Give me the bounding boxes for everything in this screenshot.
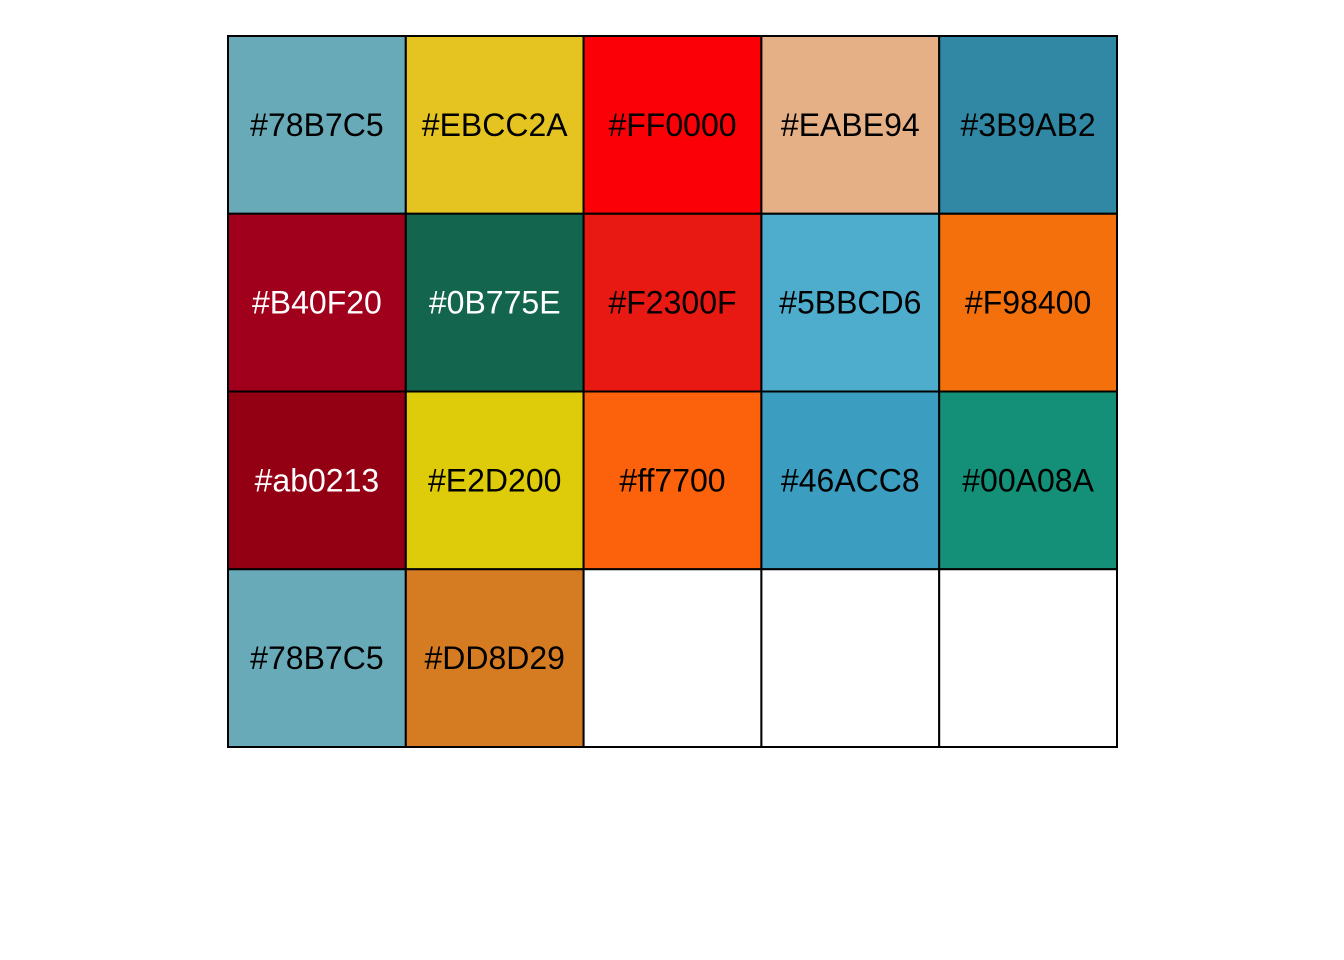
swatch-cell-r4-c3: [582, 568, 763, 748]
swatch-label-r1-c3: #FF0000: [608, 107, 736, 143]
swatch-cell-r1-c3: [582, 35, 763, 215]
swatch-label-r3-c4: #46ACC8: [781, 462, 920, 498]
swatch-label-r3-c1: #ab0213: [255, 462, 380, 498]
swatch-cell-r4-c4: [760, 568, 941, 748]
swatch-cell-r2-c5: [938, 212, 1119, 393]
swatch-label-r1-c2: #EBCC2A: [422, 107, 569, 143]
swatch-label-r2-c4: #5BBCD6: [779, 285, 921, 321]
swatch-cell-r3-c5: [938, 390, 1119, 571]
swatch-cell-r1-c5: [938, 35, 1119, 215]
swatch-cell-r3-c4: [760, 390, 941, 571]
swatch-cell-r1-c4: [760, 35, 941, 215]
swatch-cell-r4-c2: [404, 568, 585, 748]
swatch-label-r1-c5: #3B9AB2: [960, 107, 1095, 143]
swatch-label-r2-c5: #F98400: [965, 285, 1091, 321]
swatch-label-r3-c2: #E2D200: [428, 462, 561, 498]
swatch-cell-r1-c1: [227, 35, 407, 215]
swatch-label-r3-c3: #ff7700: [619, 462, 725, 498]
swatch-label-r2-c1: #B40F20: [252, 285, 382, 321]
swatch-cell-r1-c2: [404, 35, 585, 215]
swatch-label-r4-c2: #DD8D29: [424, 640, 565, 676]
swatch-label-r2-c3: #F2300F: [608, 285, 736, 321]
swatch-cell-r3-c2: [404, 390, 585, 571]
swatch-cell-r4-c1: [227, 568, 407, 748]
swatch-label-r2-c2: #0B775E: [429, 285, 561, 321]
swatch-cell-r2-c3: [582, 212, 763, 393]
swatch-label-r4-c1: #78B7C5: [250, 640, 383, 676]
swatch-label-r1-c4: #EABE94: [781, 107, 920, 143]
swatch-label-r1-c1: #78B7C5: [250, 107, 383, 143]
swatch-cell-r2-c1: [227, 212, 407, 393]
swatch-cell-r4-c5: [938, 568, 1119, 748]
swatch-cell-r3-c3: [582, 390, 763, 571]
swatch-label-r3-c5: #00A08A: [962, 462, 1094, 498]
